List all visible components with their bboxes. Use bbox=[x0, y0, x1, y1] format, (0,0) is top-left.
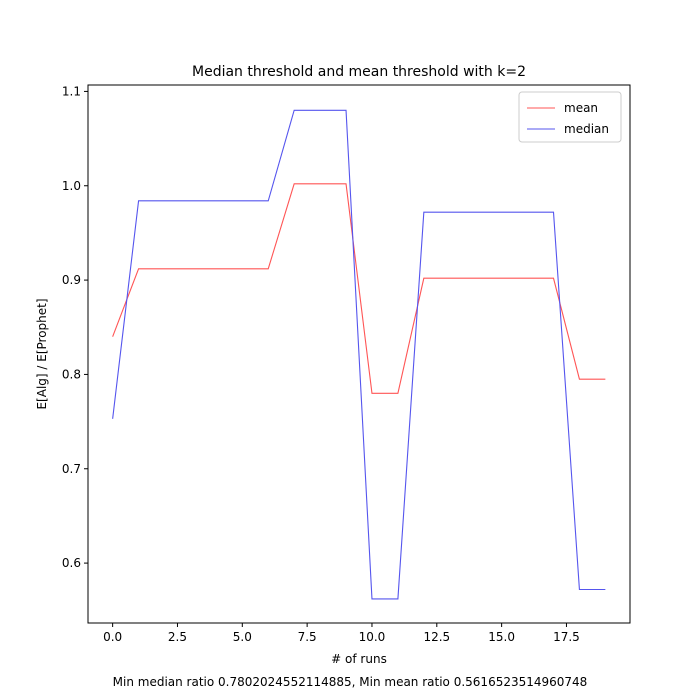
x-axis-label: # of runs bbox=[331, 652, 387, 666]
y-axis-label: E[Alg] / E[Prophet] bbox=[35, 298, 49, 409]
legend: mean median bbox=[518, 91, 622, 143]
series-line-mean bbox=[112, 183, 606, 394]
y-tick-label: 1.0 bbox=[62, 179, 81, 193]
x-tick-label: 0.0 bbox=[103, 630, 122, 644]
series-line-median bbox=[112, 109, 606, 600]
x-axis: 0.0 2.5 5.0 7.5 10.0 12.5 15.0 17.5 bbox=[103, 623, 580, 644]
footnote-text: Min median ratio 0.7802024552114885, Min… bbox=[113, 675, 588, 689]
x-tick-label: 7.5 bbox=[298, 630, 317, 644]
x-tick-label: 15.0 bbox=[488, 630, 515, 644]
x-tick-label: 2.5 bbox=[168, 630, 187, 644]
y-tick-label: 0.6 bbox=[62, 556, 81, 570]
y-tick-label: 0.7 bbox=[62, 462, 81, 476]
y-tick-label: 0.8 bbox=[62, 367, 81, 381]
x-tick-label: 5.0 bbox=[233, 630, 252, 644]
legend-label-median: median bbox=[564, 122, 609, 136]
plot-frame bbox=[87, 84, 631, 624]
series-layer bbox=[112, 109, 606, 600]
y-axis: 0.6 0.7 0.8 0.9 1.0 1.1 bbox=[62, 84, 88, 570]
y-tick-label: 1.1 bbox=[62, 84, 81, 98]
x-tick-label: 12.5 bbox=[423, 630, 450, 644]
chart-title: Median threshold and mean threshold with… bbox=[192, 64, 526, 80]
legend-label-mean: mean bbox=[564, 101, 598, 115]
x-tick-label: 17.5 bbox=[553, 630, 580, 644]
y-tick-label: 0.9 bbox=[62, 273, 81, 287]
x-tick-label: 10.0 bbox=[359, 630, 386, 644]
